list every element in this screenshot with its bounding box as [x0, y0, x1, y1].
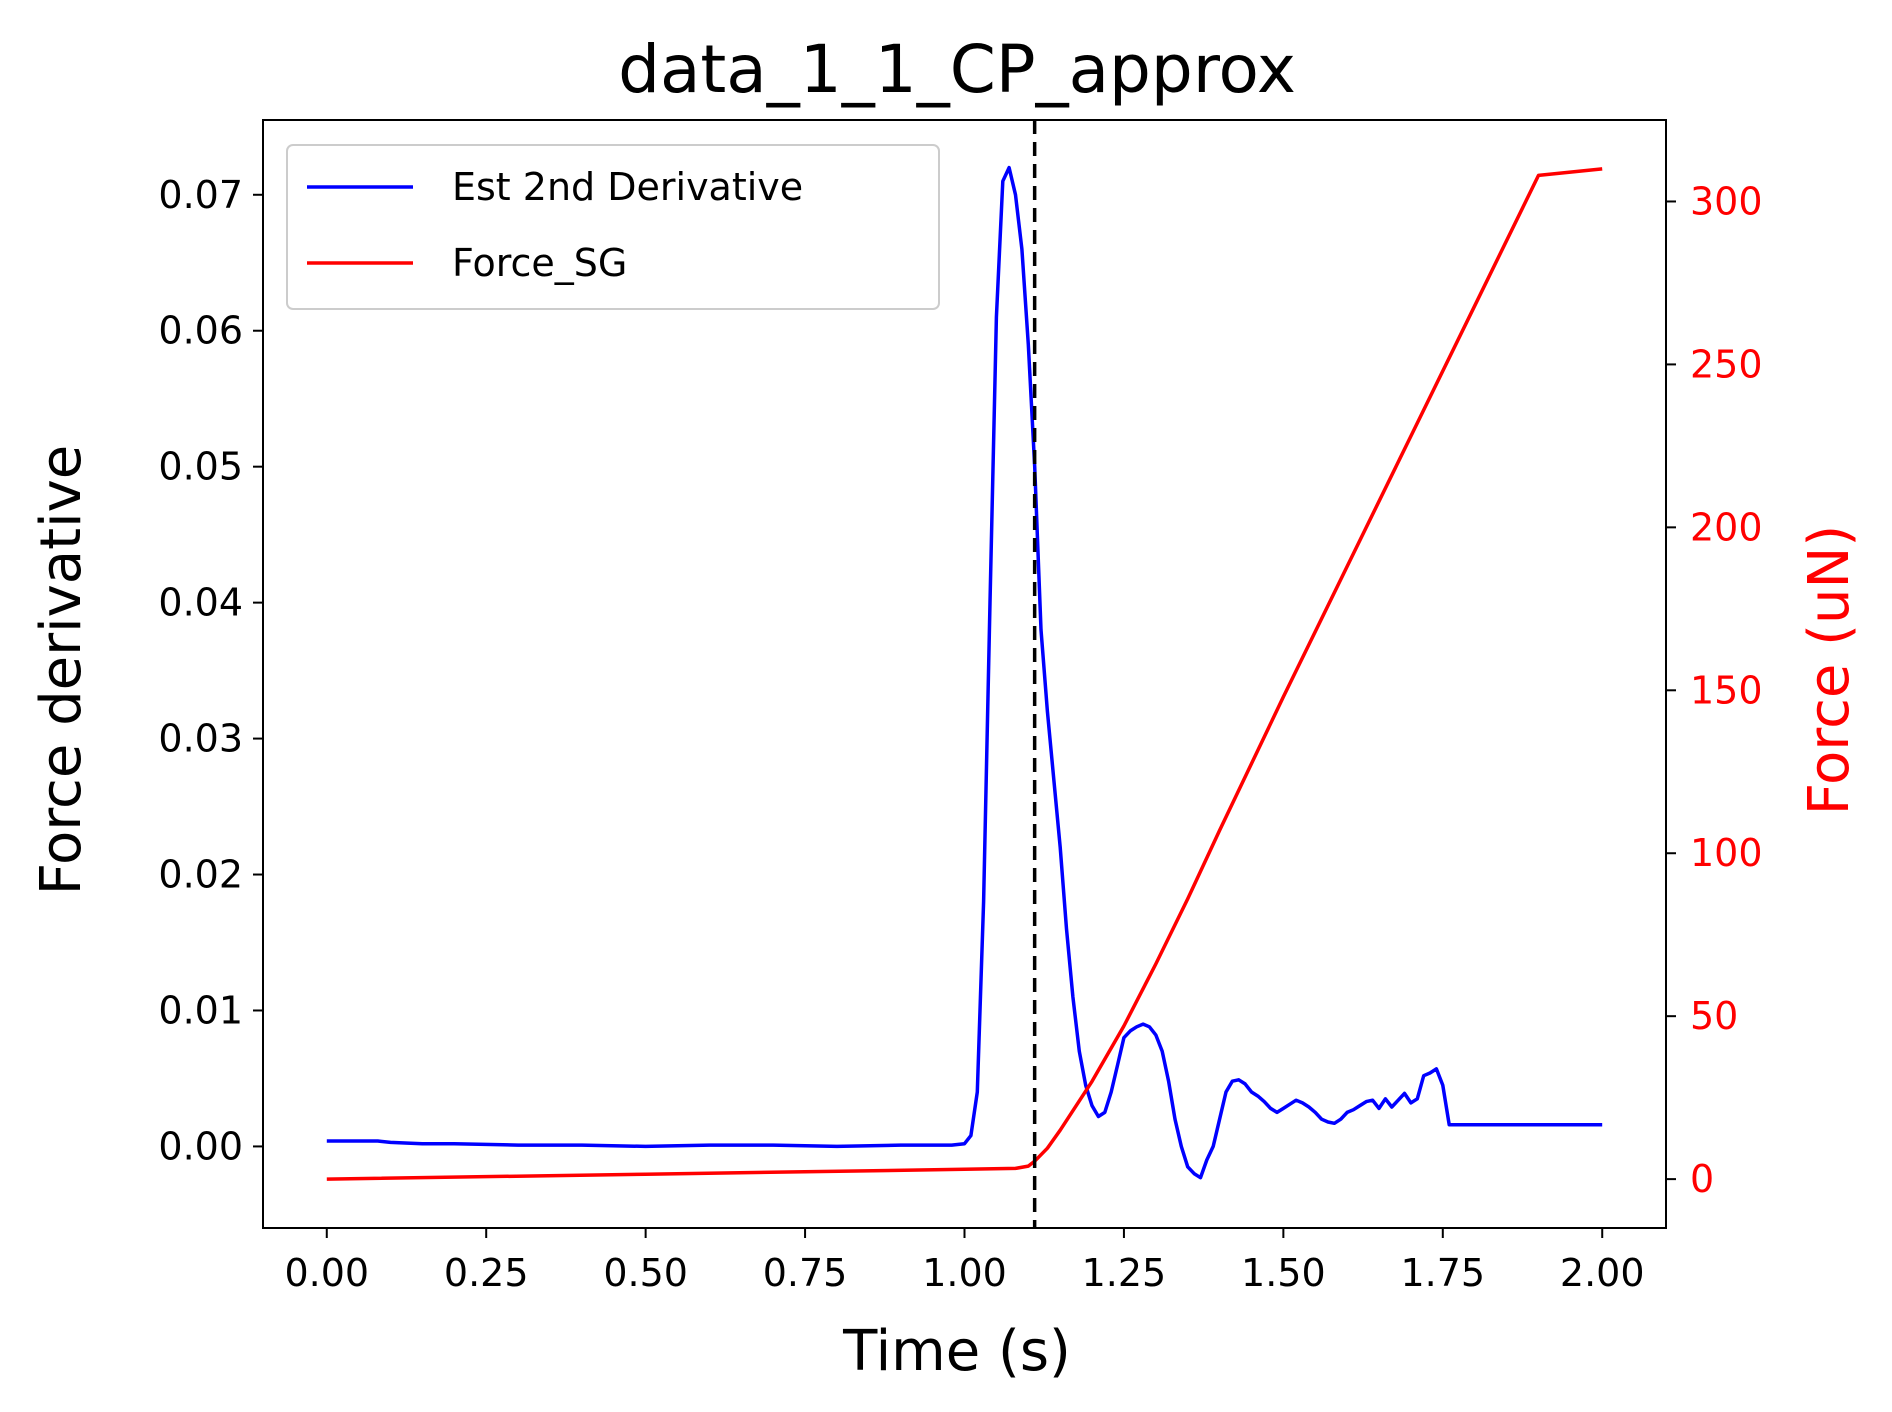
x-tick-label: 0.00 — [284, 1251, 369, 1295]
y-tick-label: 0.00 — [158, 1124, 243, 1168]
x-tick-label: 1.00 — [922, 1251, 1007, 1295]
plot-area: 0.00 0.25 0.50 0.75 1.00 1.25 1.50 1.75 2.00 0.00… — [158, 119, 1763, 1295]
legend-label-est-2nd-derivative: Est 2nd Derivative — [452, 165, 803, 209]
legend-box — [286, 144, 940, 310]
chart-title: data_1_1_CP_approx — [618, 31, 1296, 108]
y-tick-label: 0.01 — [158, 988, 243, 1032]
y2-tick-label: 150 — [1690, 668, 1763, 712]
legend-label-force-sg: Force_SG — [452, 241, 627, 285]
series-line-est-2nd-derivative — [326, 165, 1603, 1180]
y-tick-label: 0.03 — [158, 717, 243, 761]
y2-tick-label: 100 — [1690, 831, 1763, 875]
x-tick-label: 1.25 — [1082, 1251, 1167, 1295]
x-tick-label: 0.75 — [763, 1251, 848, 1295]
y-axis-title: Force derivative — [29, 445, 94, 895]
x-tick-label: 2.00 — [1560, 1251, 1645, 1295]
y2-tick-label: 0 — [1690, 1157, 1714, 1201]
x-tick-label: 0.50 — [603, 1251, 688, 1295]
y-tick-label: 0.07 — [158, 173, 243, 217]
y2-tick-label: 200 — [1690, 505, 1763, 549]
x-tick-label: 1.75 — [1400, 1251, 1485, 1295]
series-line-force-sg — [326, 167, 1603, 1181]
y2-tick-label: 50 — [1690, 994, 1738, 1038]
legend: Est 2nd Derivative Force_SG — [286, 144, 940, 310]
x-tick-label: 0.25 — [444, 1251, 529, 1295]
y2-tick-label: 250 — [1690, 342, 1763, 386]
x-axis-title: Time (s) — [842, 1319, 1071, 1384]
y-tick-label: 0.06 — [158, 309, 243, 353]
plot-frame — [262, 119, 1667, 1229]
y2-axis-title: Force (uN) — [1797, 525, 1862, 815]
y2-tick-label: 300 — [1690, 179, 1763, 223]
y-tick-label: 0.05 — [158, 445, 243, 489]
x-tick-label: 1.50 — [1241, 1251, 1326, 1295]
y-tick-label: 0.02 — [158, 853, 243, 897]
y-tick-label: 0.04 — [158, 581, 243, 625]
